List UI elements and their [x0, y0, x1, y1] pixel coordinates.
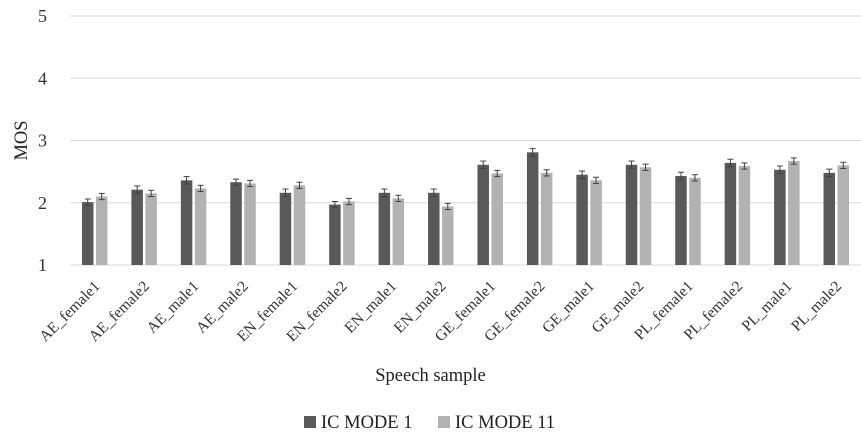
x-tick-label-ge_male1: GE_male1 — [539, 278, 598, 337]
bar-ic-mode-1-ae_female2 — [131, 189, 143, 265]
error-bar-ic-mode-11-ae_female2 — [148, 189, 155, 198]
bars — [81, 152, 850, 265]
bar-ic-mode-1-pl_female1 — [675, 175, 687, 265]
x-tick-label-pl_male1: PL_male1 — [739, 278, 796, 335]
bar-ic-mode-11-en_male1 — [392, 198, 405, 265]
error-bar-ic-mode-1-ae_male1 — [183, 176, 190, 185]
x-tick-label-en_male1: EN_male1 — [341, 278, 400, 337]
error-bar-ic-mode-11-en_male2 — [444, 202, 451, 211]
error-bar-ic-mode-11-en_male1 — [395, 194, 402, 203]
bar-ic-mode-1-en_female1 — [279, 192, 292, 265]
bar-ic-mode-11-pl_female1 — [689, 177, 701, 265]
bar-ic-mode-11-ae_female2 — [145, 193, 157, 265]
y-axis-title: MOS — [12, 120, 32, 160]
bar-ic-mode-11-ae_female1 — [95, 196, 108, 265]
error-bar-ic-mode-11-ge_male2 — [642, 163, 649, 171]
bar-ic-mode-11-ge_female1 — [491, 173, 503, 265]
error-bar-ic-mode-11-en_female1 — [296, 181, 303, 189]
bar-ic-mode-11-en_male2 — [442, 206, 454, 265]
error-bar-ic-mode-11-pl_female1 — [691, 174, 698, 182]
y-tick-label-1: 1 — [38, 255, 47, 275]
y-tick-label-5: 5 — [38, 6, 47, 26]
legend: IC MODE 1 IC MODE 11 — [304, 413, 555, 433]
error-bar-ic-mode-1-ge_male1 — [579, 170, 586, 179]
bar-ic-mode-1-en_male1 — [378, 192, 391, 265]
bar-ic-mode-1-ge_female2 — [526, 152, 539, 265]
bar-ic-mode-11-en_female2 — [343, 201, 355, 265]
bar-ic-mode-11-pl_male2 — [837, 165, 850, 265]
x-axis-category-labels: AE_female1AE_female2AE_male1AE_male2EN_f… — [36, 278, 845, 345]
error-bar-ic-mode-1-en_female2 — [331, 201, 338, 209]
bar-ic-mode-11-ae_male2 — [244, 183, 256, 265]
y-tick-label-3: 3 — [38, 131, 47, 151]
bar-ic-mode-1-pl_male1 — [774, 169, 786, 265]
error-bar-ic-mode-1-ae_female1 — [84, 198, 91, 206]
bar-ic-mode-11-ge_male2 — [639, 167, 652, 265]
error-bar-ic-mode-1-ge_female2 — [529, 148, 536, 157]
bar-ic-mode-1-ae_female1 — [81, 202, 94, 265]
bar-ic-mode-1-ge_female1 — [477, 164, 489, 265]
error-bar-ic-mode-11-ae_male2 — [247, 179, 254, 188]
error-bar-ic-mode-1-ge_male2 — [628, 160, 635, 170]
error-bar-ic-mode-1-ae_male2 — [233, 178, 240, 186]
error-bar-ic-mode-11-ae_female1 — [98, 192, 105, 201]
error-bar-ic-mode-11-ae_male1 — [197, 184, 204, 193]
error-bar-ic-mode-1-pl_male1 — [776, 165, 783, 174]
bar-ic-mode-11-ge_male1 — [590, 180, 602, 265]
bar-ic-mode-1-ge_male2 — [625, 164, 638, 265]
bar-ic-mode-1-pl_male2 — [823, 172, 836, 265]
legend-swatch-ic-mode-1 — [304, 416, 316, 428]
bar-ic-mode-1-ae_male2 — [230, 182, 242, 265]
error-bar-ic-mode-11-ge_female2 — [543, 169, 550, 177]
bar-ic-mode-1-pl_female2 — [724, 162, 737, 265]
y-tick-label-2: 2 — [38, 193, 47, 213]
legend-label-ic-mode-1: IC MODE 1 — [321, 413, 412, 433]
bar-ic-mode-11-ae_male1 — [194, 188, 207, 265]
error-bar-ic-mode-1-pl_male2 — [826, 168, 833, 178]
bar-ic-mode-1-en_female2 — [329, 204, 341, 265]
legend-swatch-ic-mode-11 — [438, 416, 450, 428]
bar-ic-mode-1-ge_male1 — [576, 174, 588, 265]
error-bars — [84, 148, 847, 211]
error-bar-ic-mode-1-en_female1 — [282, 188, 289, 198]
error-bar-ic-mode-1-ae_female2 — [134, 185, 141, 194]
bar-ic-mode-11-ge_female2 — [540, 172, 553, 265]
bar-ic-mode-11-pl_male1 — [788, 161, 800, 265]
bar-ic-mode-1-en_male2 — [428, 192, 440, 265]
bar-ic-mode-1-ae_male1 — [180, 180, 193, 265]
x-axis-title: Speech sample — [375, 366, 485, 386]
bar-ic-mode-11-en_female1 — [293, 185, 306, 265]
error-bar-ic-mode-1-en_male1 — [381, 188, 388, 198]
error-bar-ic-mode-11-pl_male2 — [840, 161, 847, 170]
error-bar-ic-mode-11-en_female2 — [345, 197, 352, 206]
error-bar-ic-mode-11-ge_female1 — [494, 169, 501, 178]
bar-ic-mode-11-pl_female2 — [738, 166, 751, 265]
y-axis-ticks: 1 2 3 4 5 — [38, 6, 47, 275]
x-tick-label-pl_male2: PL_male2 — [788, 278, 845, 335]
error-bar-ic-mode-11-ge_male1 — [593, 176, 600, 184]
error-bar-ic-mode-11-pl_male1 — [790, 157, 797, 165]
error-bar-ic-mode-1-en_male2 — [430, 188, 437, 198]
error-bar-ic-mode-1-ge_female1 — [480, 160, 487, 170]
error-bar-ic-mode-1-pl_female2 — [727, 158, 734, 168]
legend-label-ic-mode-11: IC MODE 11 — [455, 413, 555, 433]
x-tick-label-ae_male1: AE_male1 — [144, 278, 203, 337]
error-bar-ic-mode-11-pl_female2 — [741, 162, 748, 170]
y-tick-label-4: 4 — [38, 68, 47, 88]
error-bar-ic-mode-1-pl_female1 — [677, 171, 684, 181]
